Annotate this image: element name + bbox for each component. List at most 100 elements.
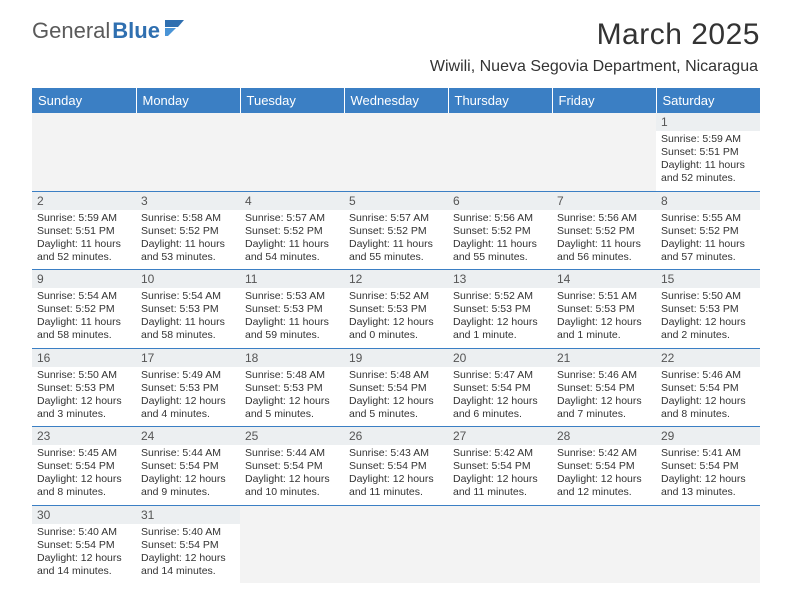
calendar-day-cell: 2 Sunrise: 5:59 AMSunset: 5:51 PMDaylight…: [32, 191, 136, 270]
calendar-day-cell: [240, 113, 344, 191]
calendar-day-cell: [240, 505, 344, 583]
day-number: 22: [656, 349, 760, 367]
calendar-day-cell: 9 Sunrise: 5:54 AMSunset: 5:52 PMDaylight…: [32, 270, 136, 349]
day-number: 7: [552, 192, 656, 210]
calendar-day-cell: 4Sunrise: 5:57 AMSunset: 5:52 PMDaylight…: [240, 191, 344, 270]
day-info: Sunrise: 5:49 AMSunset: 5:53 PMDaylight:…: [141, 369, 235, 422]
day-info: Sunrise: 5:56 AMSunset: 5:52 PMDaylight:…: [453, 212, 547, 265]
day-number: 26: [344, 427, 448, 445]
calendar-day-cell: 3Sunrise: 5:58 AMSunset: 5:52 PMDaylight…: [136, 191, 240, 270]
day-info: Sunrise: 5:44 AMSunset: 5:54 PMDaylight:…: [245, 447, 339, 500]
calendar-day-cell: 13 Sunrise: 5:52 AMSunset: 5:53 PMDayligh…: [448, 270, 552, 349]
day-header: Wednesday: [344, 88, 448, 113]
calendar-day-cell: 10 Sunrise: 5:54 AMSunset: 5:53 PMDayligh…: [136, 270, 240, 349]
day-info: Sunrise: 5:59 AMSunset: 5:51 PMDaylight:…: [37, 212, 131, 265]
calendar-day-cell: 26 Sunrise: 5:43 AMSunset: 5:54 PMDayligh…: [344, 427, 448, 506]
day-number: 12: [344, 270, 448, 288]
day-info: Sunrise: 5:48 AMSunset: 5:53 PMDaylight:…: [245, 369, 339, 422]
day-info: Sunrise: 5:50 AMSunset: 5:53 PMDaylight:…: [661, 290, 755, 343]
day-info: Sunrise: 5:58 AMSunset: 5:52 PMDaylight:…: [141, 212, 235, 265]
calendar-head: SundayMondayTuesdayWednesdayThursdayFrid…: [32, 88, 760, 113]
day-number: 16: [32, 349, 136, 367]
day-header: Tuesday: [240, 88, 344, 113]
calendar-day-cell: 8Sunrise: 5:55 AMSunset: 5:52 PMDaylight…: [656, 191, 760, 270]
day-info: Sunrise: 5:54 AMSunset: 5:53 PMDaylight:…: [141, 290, 235, 343]
day-number: 9: [32, 270, 136, 288]
day-info: Sunrise: 5:53 AMSunset: 5:53 PMDaylight:…: [245, 290, 339, 343]
day-number: 2: [32, 192, 136, 210]
calendar-day-cell: 15Sunrise: 5:50 AMSunset: 5:53 PMDayligh…: [656, 270, 760, 349]
title-block: March 2025 Wiwili, Nueva Segovia Departm…: [430, 18, 760, 76]
calendar-day-cell: [344, 505, 448, 583]
calendar-day-cell: [448, 113, 552, 191]
day-number: 29: [656, 427, 760, 445]
day-info: Sunrise: 5:40 AMSunset: 5:54 PMDaylight:…: [37, 526, 131, 579]
calendar-day-cell: 20Sunrise: 5:47 AMSunset: 5:54 PMDayligh…: [448, 348, 552, 427]
calendar-day-cell: 12 Sunrise: 5:52 AMSunset: 5:53 PMDayligh…: [344, 270, 448, 349]
day-number: 4: [240, 192, 344, 210]
calendar-day-cell: 18Sunrise: 5:48 AMSunset: 5:53 PMDayligh…: [240, 348, 344, 427]
day-number: 8: [656, 192, 760, 210]
calendar-day-cell: 31 Sunrise: 5:40 AMSunset: 5:54 PMDayligh…: [136, 505, 240, 583]
day-number: 14: [552, 270, 656, 288]
logo: GeneralBlue: [32, 18, 188, 44]
day-info: Sunrise: 5:51 AMSunset: 5:53 PMDaylight:…: [557, 290, 651, 343]
calendar-day-cell: 1 Sunrise: 5:59 AMSunset: 5:51 PMDaylight…: [656, 113, 760, 191]
day-number: 1: [656, 113, 760, 131]
calendar-day-cell: 30 Sunrise: 5:40 AMSunset: 5:54 PMDayligh…: [32, 505, 136, 583]
calendar-day-cell: 17 Sunrise: 5:49 AMSunset: 5:53 PMDayligh…: [136, 348, 240, 427]
day-number: 31: [136, 506, 240, 524]
day-header: Saturday: [656, 88, 760, 113]
day-number: 25: [240, 427, 344, 445]
calendar-day-cell: 27Sunrise: 5:42 AMSunset: 5:54 PMDayligh…: [448, 427, 552, 506]
day-info: Sunrise: 5:42 AMSunset: 5:54 PMDaylight:…: [557, 447, 651, 500]
day-number: 13: [448, 270, 552, 288]
month-title: March 2025: [430, 18, 760, 52]
day-number: 17: [136, 349, 240, 367]
logo-flag-icon: [164, 19, 188, 37]
calendar-day-cell: [32, 113, 136, 191]
day-info: Sunrise: 5:50 AMSunset: 5:53 PMDaylight:…: [37, 369, 131, 422]
day-info: Sunrise: 5:45 AMSunset: 5:54 PMDaylight:…: [37, 447, 131, 500]
calendar-day-cell: 19Sunrise: 5:48 AMSunset: 5:54 PMDayligh…: [344, 348, 448, 427]
calendar-day-cell: 6 Sunrise: 5:56 AMSunset: 5:52 PMDaylight…: [448, 191, 552, 270]
day-info: Sunrise: 5:43 AMSunset: 5:54 PMDaylight:…: [349, 447, 443, 500]
day-info: Sunrise: 5:41 AMSunset: 5:54 PMDaylight:…: [661, 447, 755, 500]
calendar-day-cell: 11Sunrise: 5:53 AMSunset: 5:53 PMDayligh…: [240, 270, 344, 349]
day-header: Thursday: [448, 88, 552, 113]
calendar-week-row: 9 Sunrise: 5:54 AMSunset: 5:52 PMDaylight…: [32, 270, 760, 349]
day-info: Sunrise: 5:57 AMSunset: 5:52 PMDaylight:…: [349, 212, 443, 265]
day-number: 28: [552, 427, 656, 445]
day-info: Sunrise: 5:52 AMSunset: 5:53 PMDaylight:…: [453, 290, 547, 343]
day-info: Sunrise: 5:44 AMSunset: 5:54 PMDaylight:…: [141, 447, 235, 500]
calendar-week-row: 16 Sunrise: 5:50 AMSunset: 5:53 PMDayligh…: [32, 348, 760, 427]
calendar-day-cell: 23Sunrise: 5:45 AMSunset: 5:54 PMDayligh…: [32, 427, 136, 506]
calendar-day-cell: 28 Sunrise: 5:42 AMSunset: 5:54 PMDayligh…: [552, 427, 656, 506]
calendar-week-row: 23Sunrise: 5:45 AMSunset: 5:54 PMDayligh…: [32, 427, 760, 506]
calendar-day-cell: 29 Sunrise: 5:41 AMSunset: 5:54 PMDayligh…: [656, 427, 760, 506]
logo-text-general: General: [32, 18, 110, 44]
calendar-day-cell: 7Sunrise: 5:56 AMSunset: 5:52 PMDaylight…: [552, 191, 656, 270]
calendar-day-cell: 21 Sunrise: 5:46 AMSunset: 5:54 PMDayligh…: [552, 348, 656, 427]
calendar-day-cell: 5Sunrise: 5:57 AMSunset: 5:52 PMDaylight…: [344, 191, 448, 270]
day-info: Sunrise: 5:40 AMSunset: 5:54 PMDaylight:…: [141, 526, 235, 579]
day-header: Friday: [552, 88, 656, 113]
day-number: 6: [448, 192, 552, 210]
day-info: Sunrise: 5:46 AMSunset: 5:54 PMDaylight:…: [557, 369, 651, 422]
day-info: Sunrise: 5:54 AMSunset: 5:52 PMDaylight:…: [37, 290, 131, 343]
day-info: Sunrise: 5:46 AMSunset: 5:54 PMDaylight:…: [661, 369, 755, 422]
day-number: 21: [552, 349, 656, 367]
calendar-day-cell: [448, 505, 552, 583]
location-text: Wiwili, Nueva Segovia Department, Nicara…: [430, 58, 760, 76]
day-info: Sunrise: 5:59 AMSunset: 5:51 PMDaylight:…: [661, 133, 755, 186]
calendar-day-cell: [552, 113, 656, 191]
day-info: Sunrise: 5:48 AMSunset: 5:54 PMDaylight:…: [349, 369, 443, 422]
day-header-row: SundayMondayTuesdayWednesdayThursdayFrid…: [32, 88, 760, 113]
day-number: 10: [136, 270, 240, 288]
calendar-day-cell: 14 Sunrise: 5:51 AMSunset: 5:53 PMDayligh…: [552, 270, 656, 349]
day-info: Sunrise: 5:52 AMSunset: 5:53 PMDaylight:…: [349, 290, 443, 343]
day-number: 30: [32, 506, 136, 524]
calendar-day-cell: 25 Sunrise: 5:44 AMSunset: 5:54 PMDayligh…: [240, 427, 344, 506]
calendar-day-cell: 24Sunrise: 5:44 AMSunset: 5:54 PMDayligh…: [136, 427, 240, 506]
day-info: Sunrise: 5:47 AMSunset: 5:54 PMDaylight:…: [453, 369, 547, 422]
